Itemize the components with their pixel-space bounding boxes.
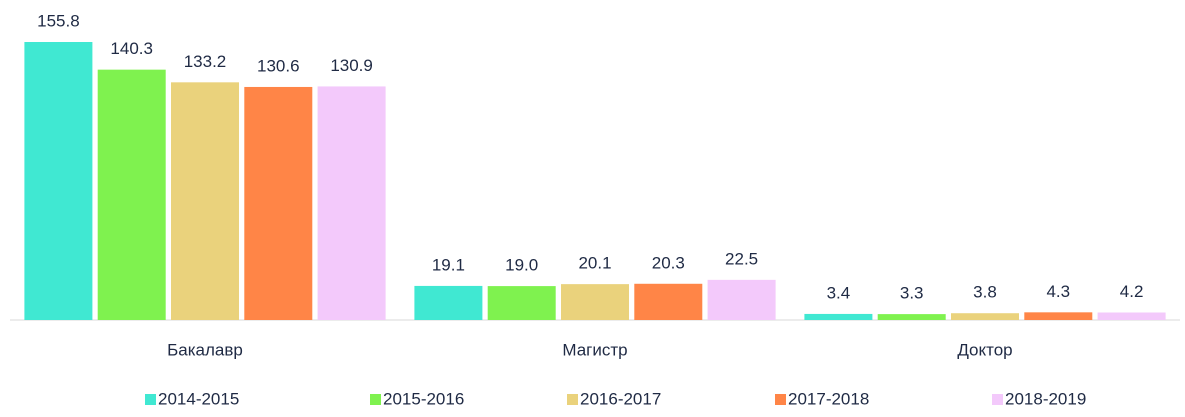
bar [97,69,166,320]
data-label: 130.6 [257,56,300,75]
legend-label: 2017-2018 [788,389,869,408]
bar [171,82,239,321]
data-label: 155.8 [37,11,80,30]
bar [414,285,483,320]
data-label: 4.3 [1046,282,1070,301]
bar [24,42,93,320]
legend-label: 2016-2017 [580,389,661,408]
bar [317,86,386,320]
legend-label: 2015-2016 [383,389,464,408]
category-label: Доктор [957,340,1012,359]
bar [951,313,1019,320]
bar [707,279,776,320]
bar [1097,312,1166,320]
bar [634,283,703,320]
bar [877,314,946,320]
category-label: Магистр [562,340,627,359]
data-label: 3.3 [900,284,924,303]
legend-swatch [370,394,381,405]
bar [561,284,629,320]
legend-swatch [775,394,786,405]
bar [244,86,313,321]
bar [487,286,556,320]
legend-swatch [992,394,1003,405]
legend-label: 2018-2019 [1005,389,1086,408]
data-label: 4.2 [1120,282,1144,301]
bar [804,313,873,320]
data-label: 133.2 [184,52,227,71]
data-label: 140.3 [110,39,153,58]
data-label: 20.3 [652,253,685,272]
data-label: 20.1 [578,254,611,273]
data-label: 3.8 [973,283,997,302]
legend-swatch [567,394,578,405]
category-label: Бакалавр [167,340,243,359]
legend-swatch [145,394,156,405]
bar [1024,312,1093,320]
data-label: 3.4 [827,283,851,302]
data-label: 130.9 [330,56,373,75]
data-label: 19.0 [505,256,538,275]
legend-label: 2014-2015 [158,389,239,408]
data-label: 22.5 [725,249,758,268]
data-label: 19.1 [432,255,465,274]
